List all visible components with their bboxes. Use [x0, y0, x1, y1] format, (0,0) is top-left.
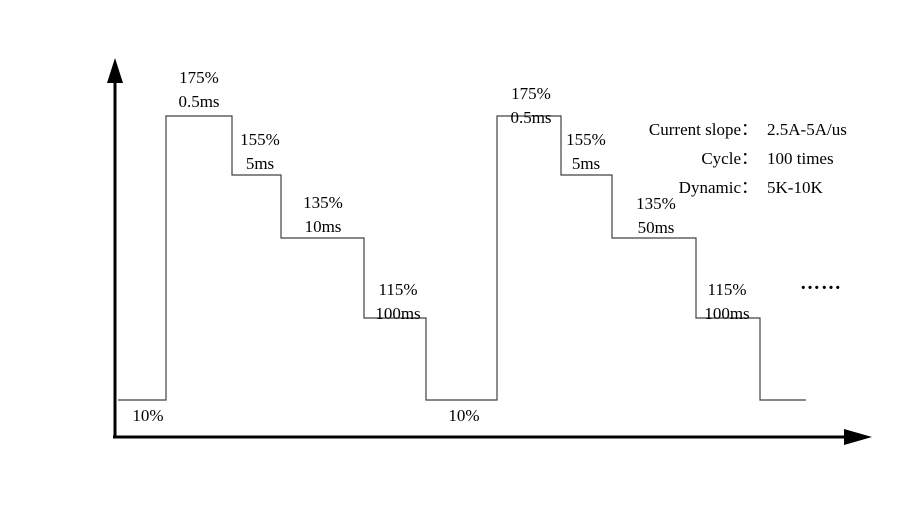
step-label-c1-155: 155% 5ms	[240, 128, 280, 176]
param-label: Current slope：	[648, 120, 758, 139]
param-value: 2.5A-5A/us	[767, 120, 847, 139]
step-level: 155%	[240, 130, 280, 149]
param-label: Cycle：	[701, 149, 758, 168]
step-level: 135%	[636, 194, 676, 213]
step-duration: 50ms	[637, 218, 675, 237]
param-row-dynamic: Dynamic： 5K-10K	[638, 176, 847, 200]
step-label-c1-115: 115% 100ms	[375, 278, 420, 326]
step-label-c2-175: 175% 0.5ms	[510, 82, 551, 130]
y-axis-arrow-icon	[107, 58, 123, 83]
parameters-panel: Current slope： 2.5A-5A/us Cycle： 100 tim…	[638, 118, 847, 205]
step-duration: 10ms	[304, 217, 342, 236]
continuation-ellipsis: ……	[800, 272, 842, 294]
step-duration: 0.5ms	[178, 92, 220, 111]
step-duration: 100ms	[375, 304, 421, 323]
step-level: 155%	[566, 130, 606, 149]
step-label-c1-175: 175% 0.5ms	[178, 66, 219, 114]
step-label-c2-135: 135% 50ms	[636, 192, 676, 240]
step-level: 175%	[511, 84, 551, 103]
step-duration: 5ms	[245, 154, 275, 173]
param-value: 5K-10K	[767, 178, 823, 197]
step-duration: 0.5ms	[510, 108, 552, 127]
param-row-cycle: Cycle： 100 times	[638, 147, 847, 171]
param-value: 100 times	[767, 149, 834, 168]
step-level: 115%	[378, 280, 418, 299]
step-level: 135%	[303, 193, 343, 212]
baseline-label-c1: 10%	[132, 406, 164, 425]
param-row-current-slope: Current slope： 2.5A-5A/us	[638, 118, 847, 142]
baseline-label-c2: 10%	[448, 406, 480, 425]
step-duration: 100ms	[704, 304, 750, 323]
step-level: 175%	[179, 68, 219, 87]
param-label: Dynamic：	[678, 178, 758, 197]
x-axis-arrow-icon	[844, 429, 872, 445]
step-label-c1-135: 135% 10ms	[303, 191, 343, 239]
step-level: 115%	[707, 280, 747, 299]
step-waveform-line	[118, 115, 806, 401]
step-label-c2-155: 155% 5ms	[566, 128, 606, 176]
step-label-c2-115: 115% 100ms	[704, 278, 749, 326]
step-duration: 5ms	[571, 154, 601, 173]
